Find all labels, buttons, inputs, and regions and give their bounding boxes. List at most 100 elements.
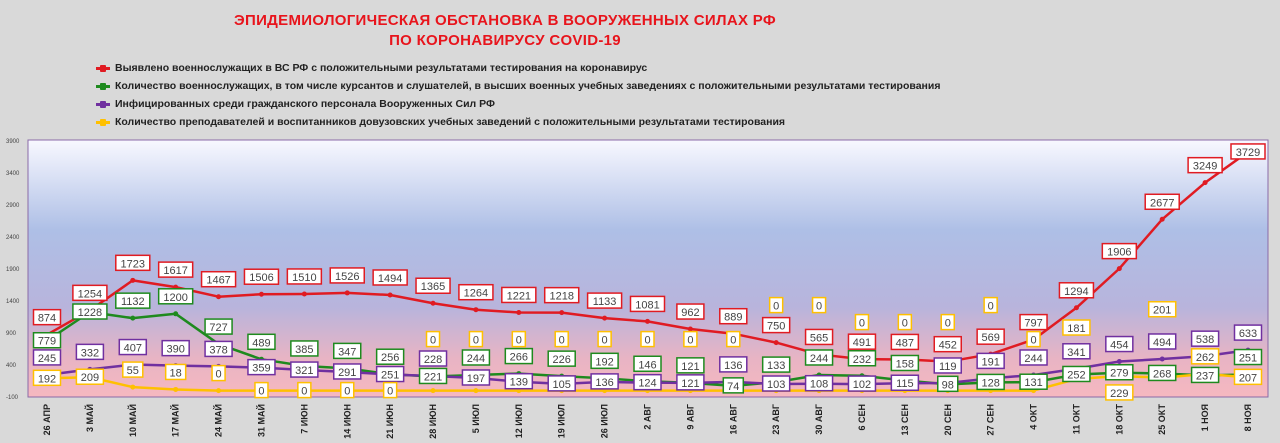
data-point [216,294,222,300]
data-label-text: 121 [681,378,699,390]
data-label-box [1147,364,1177,382]
x-tick-label: 25 ОКТ [1157,404,1167,435]
data-label: 454 [1105,335,1134,353]
data-label-box [847,350,877,367]
data-label-text: 1506 [249,272,273,284]
data-label-box [118,338,148,356]
data-label-box [676,303,705,320]
data-label: 119 [933,357,962,374]
data-label-box [547,375,576,392]
data-label: 1264 [458,283,494,301]
data-label: 124 [633,373,662,391]
data-label: 252 [1062,365,1091,383]
x-tick-label: 21 ИЮН [385,404,395,439]
data-label-text: 251 [381,370,399,382]
data-label: 1294 [1058,282,1095,299]
data-label-text: 727 [209,322,227,334]
data-label-box [1019,313,1048,331]
data-label-text: 108 [810,379,828,391]
data-label-box [415,277,451,294]
data-point [130,384,136,390]
data-label: 341 [1062,343,1091,360]
data-label-text: 0 [559,335,565,347]
data-label: 487 [890,333,920,351]
data-label-text: 245 [38,353,56,365]
data-label: 378 [204,340,233,358]
data-label: 237 [1190,366,1220,384]
data-label-text: 191 [981,356,999,368]
data-label-box [976,352,1005,370]
x-tick-label: 23 АВГ [771,404,781,435]
data-label: 74 [722,377,745,394]
data-label-box [1019,373,1048,390]
data-label-box [290,340,319,357]
data-label: 569 [976,328,1005,345]
data-label: 0 [983,296,998,314]
data-label-text: 192 [38,373,56,385]
data-label: 115 [890,374,920,391]
x-tick-label: 31 МАЙ [255,404,266,437]
data-label-box [340,381,355,399]
data-label-box [1147,300,1177,318]
data-point [1116,266,1122,272]
data-label: 221 [418,367,448,385]
data-label: 291 [333,363,362,380]
data-label-box [504,372,534,390]
data-label-box [804,349,834,366]
legend-marker-icon [96,118,110,126]
data-label-box [75,368,105,385]
data-label: 197 [461,369,491,386]
x-tick-label: 11 ОКТ [1071,404,1081,435]
x-tick-label: 19 ИЮЛ [557,404,567,438]
data-label: 181 [1062,319,1091,336]
data-label: 18 [164,363,187,381]
x-tick-label: 18 ОКТ [1114,404,1124,435]
data-label-box [157,288,194,305]
data-label-text: 207 [1239,372,1257,384]
data-label-box [1233,368,1263,386]
data-point [1202,180,1208,186]
data-label-box [254,381,269,399]
data-label: 103 [761,375,791,392]
data-label-box [629,295,666,313]
data-label-text: 3249 [1193,161,1217,173]
data-label-box [247,333,276,351]
data-label-box [976,373,1005,391]
data-label: 201 [1147,300,1177,318]
legend-item-purple: Инфицированных среди гражданского персон… [96,98,495,110]
data-label-text: 378 [209,344,227,356]
data-label-text: 565 [810,332,828,344]
data-point [216,388,222,394]
x-tick-label: 16 АВГ [728,404,738,435]
data-label-text: 252 [1067,369,1085,381]
data-label: 244 [804,349,834,366]
data-label-text: 128 [981,377,999,389]
data-label-box [1062,365,1091,383]
data-label-text: 1617 [163,265,187,277]
data-label-text: 1081 [635,299,659,311]
data-label: 0 [726,330,741,348]
data-label: 121 [676,374,705,391]
data-label-text: 0 [602,335,608,347]
data-point [430,388,436,394]
data-label-box [32,331,62,349]
data-label-text: 390 [166,344,184,356]
data-label-box [1105,335,1134,353]
data-label-text: 18 [170,367,182,379]
data-label: 489 [247,333,276,351]
data-label-text: 0 [988,301,994,313]
data-label: 0 [683,330,698,348]
data-point [473,388,479,394]
data-label-box [115,292,151,309]
data-label-box [847,333,877,350]
data-label-box [157,261,194,278]
legend-marker-icon [96,64,110,72]
data-label-box [511,330,527,348]
data-label-text: 266 [510,352,528,364]
data-point [173,386,179,392]
data-label: 191 [976,352,1005,370]
data-label: 727 [204,318,233,335]
data-label-box [543,286,580,304]
data-label-box [1105,363,1134,381]
data-label: 158 [890,354,920,372]
